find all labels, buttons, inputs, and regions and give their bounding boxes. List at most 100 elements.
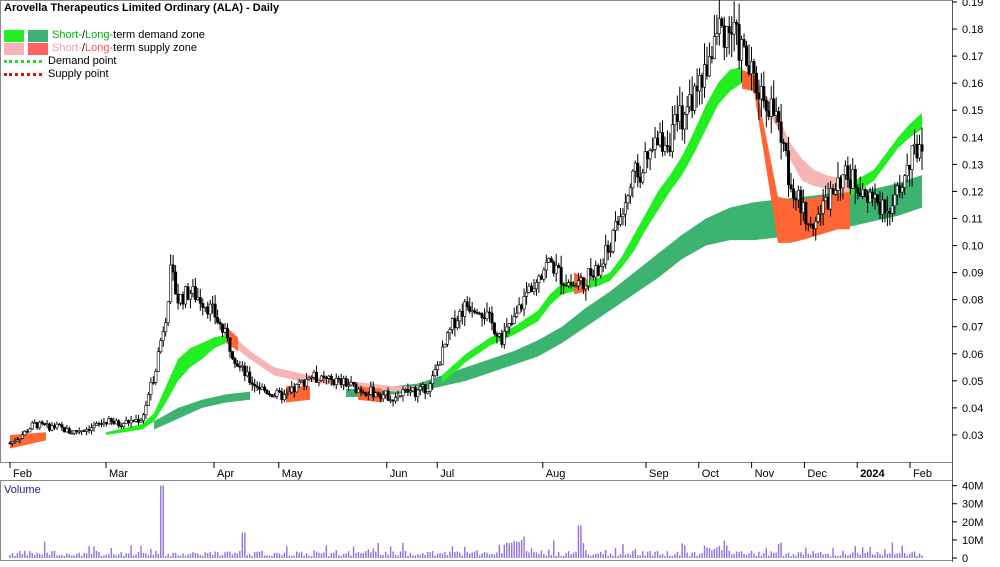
candle-body xyxy=(55,423,59,429)
candle-body xyxy=(324,377,328,379)
candle-body xyxy=(206,306,210,315)
candle-body xyxy=(621,213,625,217)
candle-body xyxy=(567,282,571,287)
legend-item: Supply point xyxy=(4,68,279,81)
month-tick-label: Feb xyxy=(13,468,32,480)
candle-body xyxy=(164,322,168,333)
volume-tick-label: 0 xyxy=(962,553,968,562)
candle-body xyxy=(183,286,187,305)
candle-body xyxy=(915,143,919,159)
candle-body xyxy=(23,430,27,436)
candle-body xyxy=(436,364,440,370)
candle-body xyxy=(455,320,459,328)
candle-body xyxy=(485,311,489,320)
candle-body xyxy=(77,430,81,433)
candle-body xyxy=(67,428,71,434)
candle-body xyxy=(223,328,227,333)
candle-body xyxy=(863,189,867,197)
candle-body xyxy=(208,303,212,315)
candle-body xyxy=(510,322,514,325)
candle-body xyxy=(712,36,716,59)
candle-body xyxy=(576,280,580,287)
candle-body xyxy=(97,423,101,425)
candle-body xyxy=(45,423,49,426)
candle-body xyxy=(13,440,17,443)
candle-body xyxy=(302,380,306,387)
candle-body xyxy=(52,425,56,429)
candle-body xyxy=(307,377,311,380)
candle-body xyxy=(453,318,457,328)
candle-body xyxy=(15,439,19,442)
legend-swatch xyxy=(4,29,24,42)
legend-item: Demand point xyxy=(4,55,279,68)
candle-body xyxy=(277,390,281,392)
candle-body xyxy=(146,394,150,406)
candle-body xyxy=(475,312,479,314)
legend-text: Long- xyxy=(85,29,114,41)
candle-body xyxy=(188,293,192,300)
candle-body xyxy=(772,98,776,116)
candle-body xyxy=(433,369,437,377)
candle-body xyxy=(260,386,264,390)
candle-body xyxy=(520,304,524,310)
candle-body xyxy=(673,114,677,125)
candle-body xyxy=(418,386,422,391)
candle-body xyxy=(85,429,89,432)
candle-body xyxy=(890,205,894,214)
candle-body xyxy=(910,145,914,170)
candle-body xyxy=(75,430,79,432)
candle-body xyxy=(292,386,296,393)
candle-body xyxy=(670,124,674,152)
candle-body xyxy=(305,378,309,387)
candle-body xyxy=(272,395,276,398)
month-tick-label: May xyxy=(282,468,303,480)
candle-body xyxy=(737,23,741,61)
candle-body xyxy=(507,322,511,328)
candle-body xyxy=(312,371,316,378)
candle-body xyxy=(838,177,842,189)
candle-body xyxy=(287,391,291,395)
candle-body xyxy=(297,381,301,385)
price-tick-label: 0.17 xyxy=(962,51,983,63)
volume-label: Volume xyxy=(4,484,41,496)
candle-body xyxy=(658,132,662,146)
price-tick-label: 0.07 xyxy=(962,322,983,334)
candle-body xyxy=(154,371,158,383)
candle-body xyxy=(438,363,442,366)
candle-body xyxy=(426,391,430,394)
price-tick-label: 0.12 xyxy=(962,186,983,198)
candle-body xyxy=(525,291,529,297)
price-tick-label: 0.19 xyxy=(962,0,983,9)
candle-body xyxy=(806,223,810,226)
candle-body xyxy=(349,382,353,386)
volume-tick-label: 10M xyxy=(962,535,983,547)
chart-title: Arovella Therapeutics Limited Ordinary (… xyxy=(4,2,280,14)
candle-body xyxy=(243,365,247,377)
candle-body xyxy=(609,251,613,253)
candle-body xyxy=(389,399,393,402)
candle-body xyxy=(623,202,627,215)
candle-body xyxy=(250,382,254,385)
candle-body xyxy=(211,303,215,306)
candle-body xyxy=(359,388,363,393)
candle-body xyxy=(626,195,630,204)
candle-body xyxy=(557,265,561,268)
candle-body xyxy=(428,383,432,392)
candle-body xyxy=(186,286,190,300)
candle-body xyxy=(411,387,415,392)
candle-body xyxy=(913,143,917,147)
candle-body xyxy=(448,329,452,334)
candle-body xyxy=(122,423,126,427)
candle-body xyxy=(539,275,543,280)
candle-body xyxy=(636,162,640,178)
candle-body xyxy=(500,333,504,345)
candle-body xyxy=(529,285,533,292)
candle-body xyxy=(82,430,86,432)
candle-body xyxy=(460,311,464,317)
candle-body xyxy=(50,425,54,431)
candle-body xyxy=(829,188,833,210)
volume-panel-frame xyxy=(0,480,953,561)
candle-body xyxy=(517,304,521,314)
candle-body xyxy=(285,393,289,396)
